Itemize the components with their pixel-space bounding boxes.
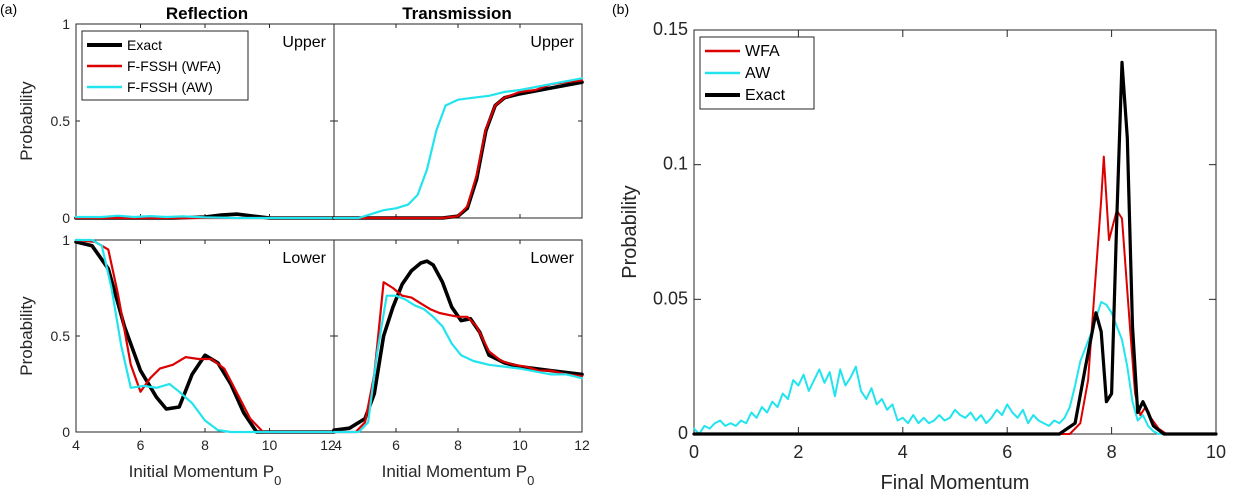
corner-label: Upper — [530, 34, 574, 51]
chart-a-ref-upper: 0 0.5 1 Upper Probability Exact F-FSSH (WFA) F-… — [17, 16, 336, 226]
x-axis-label: Final Momentum — [881, 472, 1030, 494]
y-tick-label: 0.15 — [653, 19, 688, 39]
chart-a-tra-upper: Upper — [332, 23, 584, 220]
x-tick-label: 4 — [72, 437, 80, 453]
y-tick-label: 0.05 — [653, 288, 688, 308]
series-line-f-fssh-wfa- — [74, 238, 336, 434]
x-tick-label: 12 — [574, 437, 590, 453]
x-axis-label: Initial Momentum P0 — [382, 462, 535, 488]
y-axis-label: Probability — [17, 296, 36, 376]
chart-b-final: 0 0.05 0.1 0.15 0 2 4 6 8 10 Probability Final Mome… — [619, 19, 1226, 494]
legend-entry: Exact — [127, 37, 162, 53]
corner-label: Lower — [530, 250, 574, 267]
series-line-f-fssh-wfa- — [332, 281, 584, 434]
x-tick-label: 10 — [262, 437, 278, 453]
y-tick-label: 1 — [62, 232, 70, 248]
y-tick-label: 0 — [62, 210, 70, 226]
y-tick-label: 0.5 — [51, 328, 71, 344]
series-line-f-fssh-aw- — [332, 77, 584, 220]
x-tick-label: 4 — [898, 442, 908, 462]
series-line-f-fssh-aw- — [74, 214, 336, 220]
plot-frame — [333, 23, 583, 219]
corner-label: Lower — [282, 250, 326, 267]
legend-entry: F-FSSH (WFA) — [127, 58, 221, 74]
y-tick-label: 0.1 — [663, 154, 688, 174]
y-tick-label: 0.5 — [51, 113, 71, 129]
x-tick-label: 8 — [201, 437, 209, 453]
y-tick-label: 1 — [62, 16, 70, 32]
x-tick-label: 12 — [320, 437, 336, 453]
series-line-exact — [692, 60, 1218, 436]
x-tick-label: 6 — [137, 437, 145, 453]
y-axis-label: Probability — [619, 185, 641, 278]
legend-entry: WFA — [745, 43, 780, 60]
panel-a-label: (a) — [0, 1, 17, 17]
plot-frame — [75, 239, 335, 433]
x-tick-label: 0 — [689, 442, 699, 462]
chart-a-tra-lower: 4 6 8 10 12 Lower Initial Momentum P0 — [332, 239, 590, 488]
corner-label: Upper — [282, 34, 326, 51]
chart-a-ref-lower: 0 0.5 1 4 6 8 10 12 Lower Probability Initial Mome… — [17, 232, 336, 488]
x-tick-label: 6 — [392, 437, 400, 453]
y-tick-label: 0 — [678, 423, 688, 443]
x-tick-label: 6 — [1002, 442, 1012, 462]
x-tick-label: 10 — [1206, 442, 1226, 462]
x-tick-label: 8 — [1107, 442, 1117, 462]
plots-layer: 0 0.5 1 Upper Probability Exact F-FSSH (WFA) F-… — [17, 16, 1226, 494]
col-title-reflection: Reflection — [166, 4, 248, 23]
y-tick-label: 0 — [62, 424, 70, 440]
x-tick-label: 2 — [793, 442, 803, 462]
x-tick-label: 8 — [454, 437, 462, 453]
col-title-transmission: Transmission — [402, 4, 512, 23]
x-axis-label: Initial Momentum P0 — [129, 462, 282, 488]
panel-b-label: (b) — [612, 1, 629, 17]
series-line-f-fssh-aw- — [332, 294, 584, 434]
y-axis-label: Probability — [17, 81, 36, 161]
series-line-f-fssh-aw- — [74, 238, 336, 434]
legend-entry: Exact — [745, 87, 786, 104]
x-tick-label: 4 — [334, 437, 342, 453]
x-tick-label: 10 — [512, 437, 528, 453]
legend-entry: AW — [745, 65, 771, 82]
legend-entry: F-FSSH (AW) — [127, 79, 213, 95]
